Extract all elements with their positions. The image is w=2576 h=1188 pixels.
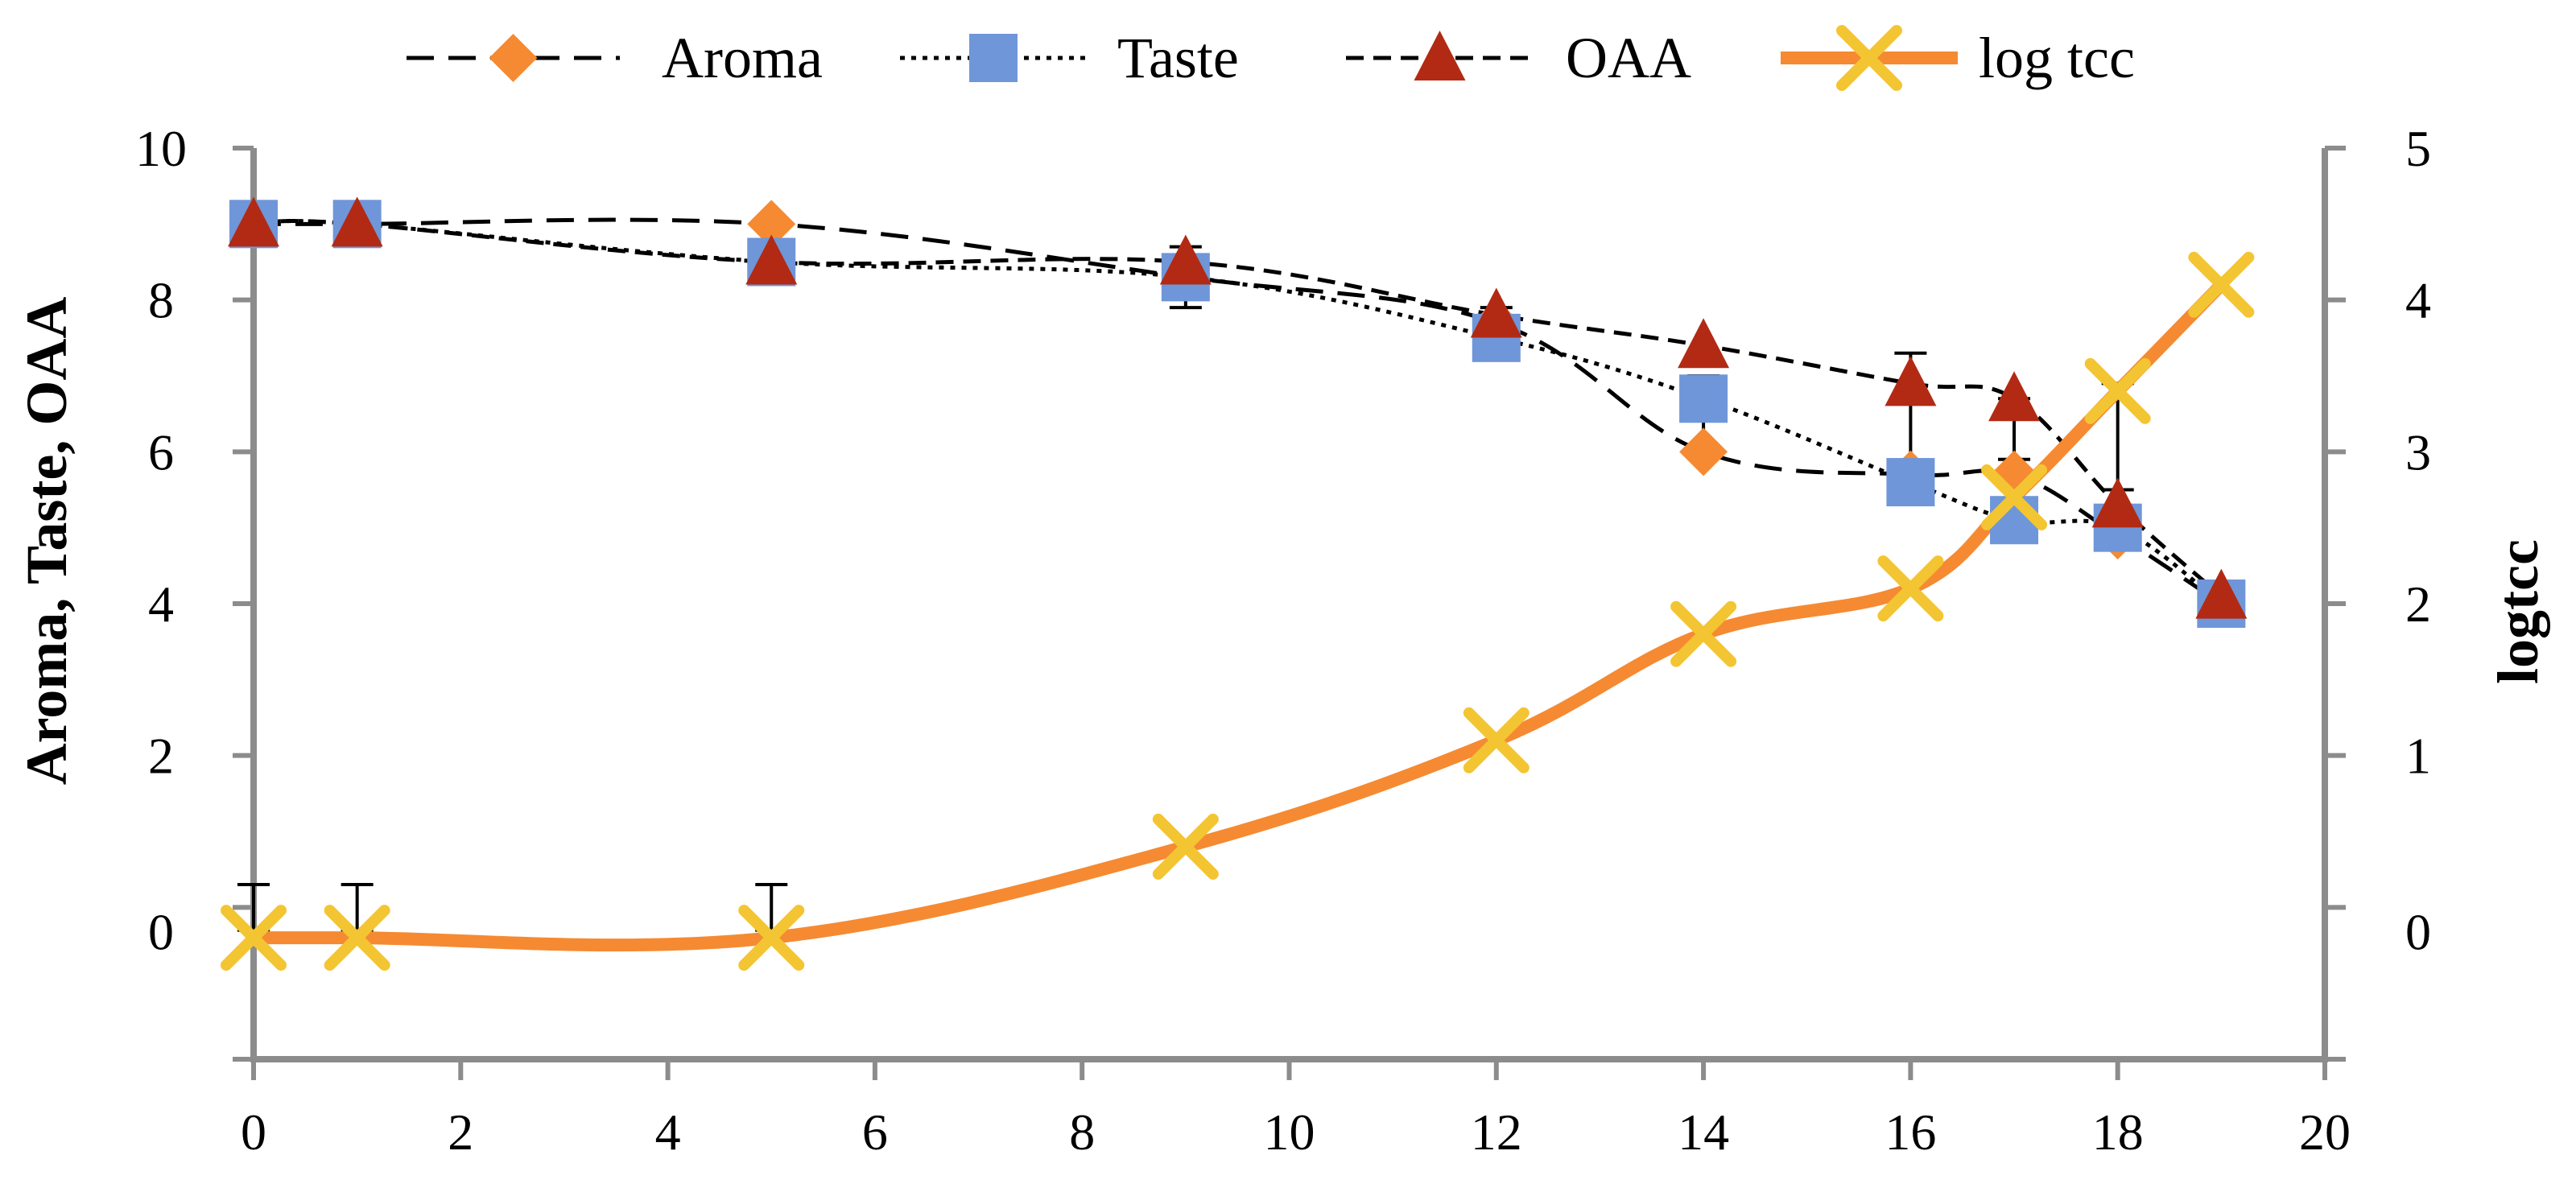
x-tick-label: 8 (1069, 1103, 1095, 1161)
x-tick-label: 20 (2299, 1103, 2351, 1161)
error-bars (237, 245, 2134, 932)
data-point-log-tcc (1670, 600, 1737, 667)
data-point-log-tcc-stroke (221, 905, 287, 971)
x-tick-label: 2 (448, 1103, 473, 1161)
x-tick-label: 14 (1678, 1103, 1729, 1161)
data-point-log-tcc (221, 905, 287, 971)
x-tick-label: 6 (862, 1103, 888, 1161)
data-point-log-tcc (1152, 813, 1219, 880)
data-point-log-tcc-stroke (2188, 251, 2255, 318)
data-point-log-tcc (324, 905, 390, 971)
legend-item-taste: Taste (900, 26, 1239, 90)
data-point-aroma (1679, 427, 1728, 476)
x-tick-label: 10 (1264, 1103, 1315, 1161)
data-point-oaa (1678, 318, 1730, 369)
data-point-log-tcc-stroke (1981, 464, 2048, 530)
legend-marker (969, 34, 1018, 82)
series-lines (247, 217, 2228, 952)
y2-axis-title: logtcc (2486, 539, 2550, 684)
data-point-log-tcc-stroke (1152, 813, 1219, 880)
legend: Aroma Taste OAA log tcc (407, 25, 2135, 91)
legend-marker (489, 34, 538, 82)
legend-marker-stroke (1836, 25, 1902, 91)
legend-marker (1414, 31, 1466, 80)
data-point-oaa (1159, 234, 1212, 285)
legend-label: OAA (1566, 26, 1691, 90)
legend-item-log-tcc: log tcc (1781, 25, 2135, 91)
y2-tick-label: 3 (2405, 423, 2431, 481)
data-point-log-tcc-stroke (324, 905, 390, 971)
series-line-taste (253, 219, 2223, 606)
x-tick-label: 12 (1471, 1103, 1522, 1161)
series-line-aroma (254, 217, 2223, 606)
data-point-log-tcc (2188, 251, 2255, 318)
data-point-aroma (747, 200, 796, 249)
y-tick-label: 4 (148, 575, 174, 633)
data-point-log-tcc (2084, 357, 2151, 424)
x-tick-label: 18 (2092, 1103, 2144, 1161)
legend-item-aroma: Aroma (407, 26, 823, 90)
data-point-log-tcc-stroke (2084, 357, 2151, 424)
x-tick-label: 16 (1885, 1103, 1936, 1161)
legend-label: Aroma (662, 26, 823, 90)
y-tick-label: 10 (135, 120, 187, 177)
y-tick-label: 0 (148, 903, 174, 960)
series-line-oaa (253, 219, 2223, 598)
data-point-log-tcc (1463, 707, 1530, 773)
data-point-oaa (228, 196, 279, 247)
data-point-log-tcc-stroke (1877, 555, 1944, 622)
data-point-oaa (1885, 356, 1937, 406)
data-point-oaa (331, 196, 383, 247)
legend-label: Taste (1117, 26, 1239, 90)
legend-label: log tcc (1979, 26, 2135, 90)
data-point-log-tcc (1981, 464, 2048, 530)
data-point-taste (1679, 374, 1728, 423)
data-point-log-tcc (738, 905, 805, 971)
data-point-oaa (745, 234, 798, 285)
y2-tick-label: 1 (2405, 728, 2431, 785)
y2-tick-label: 5 (2405, 120, 2431, 177)
data-point-log-tcc-stroke (1670, 600, 1737, 667)
y-tick-label: 2 (148, 728, 174, 785)
data-point-oaa (2195, 568, 2248, 619)
data-point-oaa (2091, 477, 2144, 528)
data-point-log-tcc-stroke (738, 905, 805, 971)
y2-tick-label: 4 (2405, 272, 2431, 329)
y-tick-label: 6 (148, 423, 174, 481)
data-point-taste (1886, 458, 1935, 507)
y-tick-label: 8 (148, 272, 174, 329)
series-markers (221, 196, 2255, 971)
data-point-log-tcc (1877, 555, 1944, 622)
y2-tick-label: 2 (2405, 575, 2431, 633)
x-tick-label: 0 (241, 1103, 266, 1161)
data-point-log-tcc-stroke (1463, 707, 1530, 773)
legend-marker (1836, 25, 1902, 91)
legend-item-oaa: OAA (1346, 26, 1691, 90)
x-tick-label: 4 (655, 1103, 681, 1161)
data-point-oaa (1988, 371, 2041, 422)
y-axis-title: Aroma, Taste, OAA (14, 297, 79, 786)
y2-tick-label: 0 (2405, 903, 2431, 960)
data-point-oaa (1470, 287, 1522, 338)
